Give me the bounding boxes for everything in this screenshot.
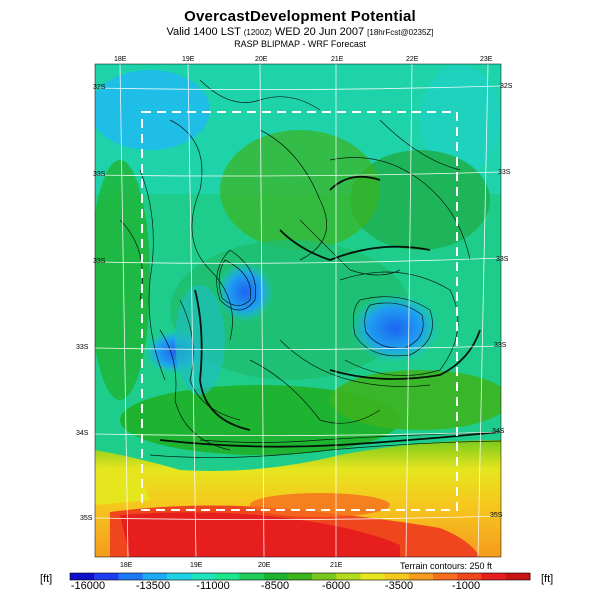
colorbar-swatch (263, 573, 289, 580)
lon-label: 23E (480, 56, 493, 63)
lat-label: 34S (492, 428, 505, 435)
lon-label: 21E (330, 562, 343, 569)
colorbar-swatch (360, 573, 386, 580)
colorbar-swatch (505, 573, 531, 580)
lat-label: 33S (494, 342, 507, 349)
valid-time: Valid 1400 LST (166, 26, 241, 38)
colorbar-swatch (191, 573, 216, 580)
lat-label: 35S (490, 512, 503, 519)
lat-label: 33S (496, 256, 509, 263)
colorbar (69, 572, 531, 581)
terrain-contour-note: Terrain contours: 250 ft (398, 561, 495, 571)
colorbar-swatch (312, 573, 337, 580)
colorbar-swatch (408, 573, 434, 580)
lon-label: 20E (258, 562, 271, 569)
map-source: RASP BLIPMAP - WRF Forecast (234, 39, 366, 49)
lon-label: 20E (255, 56, 268, 63)
colorbar-swatch (336, 573, 362, 580)
lon-label: 21E (331, 56, 344, 63)
colorbar-unit-right: [ft] (541, 573, 554, 585)
colorbar-swatch (94, 573, 119, 580)
lon-label: 18E (114, 56, 127, 63)
colorbar-tick: -3500 (384, 580, 414, 592)
utc-time: (1200Z) (243, 28, 272, 37)
lat-label: 33S (76, 344, 89, 351)
lon-label: 18E (120, 562, 133, 569)
map-field (95, 64, 501, 557)
colorbar-swatch (215, 573, 240, 580)
forecast-day: WED 20 Jun 2007 (274, 26, 365, 38)
colorbar-swatch (142, 573, 168, 580)
colorbar-outline (69, 572, 531, 581)
lat-label: 33S (93, 258, 106, 265)
colorbar-tick: -11000 (196, 580, 230, 592)
colorbar-swatch (166, 573, 192, 580)
colorbar-swatch (70, 573, 95, 580)
colorbar-swatch (481, 573, 507, 580)
colorbar-tick: -6000 (321, 580, 351, 592)
colorbar-swatch (239, 573, 265, 580)
colorbar-unit-left: [ft] (40, 573, 53, 585)
lon-label: 19E (190, 562, 203, 569)
forecast-run: [18hrFcst@0235Z] (367, 28, 434, 37)
map-title: OvercastDevelopment Potential (184, 8, 416, 25)
lat-label: 32S (500, 83, 513, 90)
colorbar-tick: -8500 (260, 580, 290, 592)
colorbar-swatch (287, 573, 313, 580)
colorbar-swatch (433, 573, 458, 580)
colorbar-tick: -13500 (135, 580, 171, 592)
lat-label: 32S (93, 84, 106, 91)
lon-label: 22E (406, 56, 419, 63)
colorbar-tick: -16000 (70, 580, 106, 592)
lon-label: 19E (182, 56, 195, 63)
colorbar-tick: -1000 (451, 580, 481, 592)
lat-label: 34S (76, 430, 89, 437)
colorbar-swatch (118, 573, 144, 580)
colorbar-swatch (457, 573, 483, 580)
colorbar-swatch (384, 573, 410, 580)
map-subtitle: Valid 1400 LST (1200Z) WED 20 Jun 2007 [… (0, 26, 600, 38)
lat-label: 33S (93, 171, 106, 178)
lat-label: 35S (80, 515, 93, 522)
lat-label: 33S (498, 169, 511, 176)
